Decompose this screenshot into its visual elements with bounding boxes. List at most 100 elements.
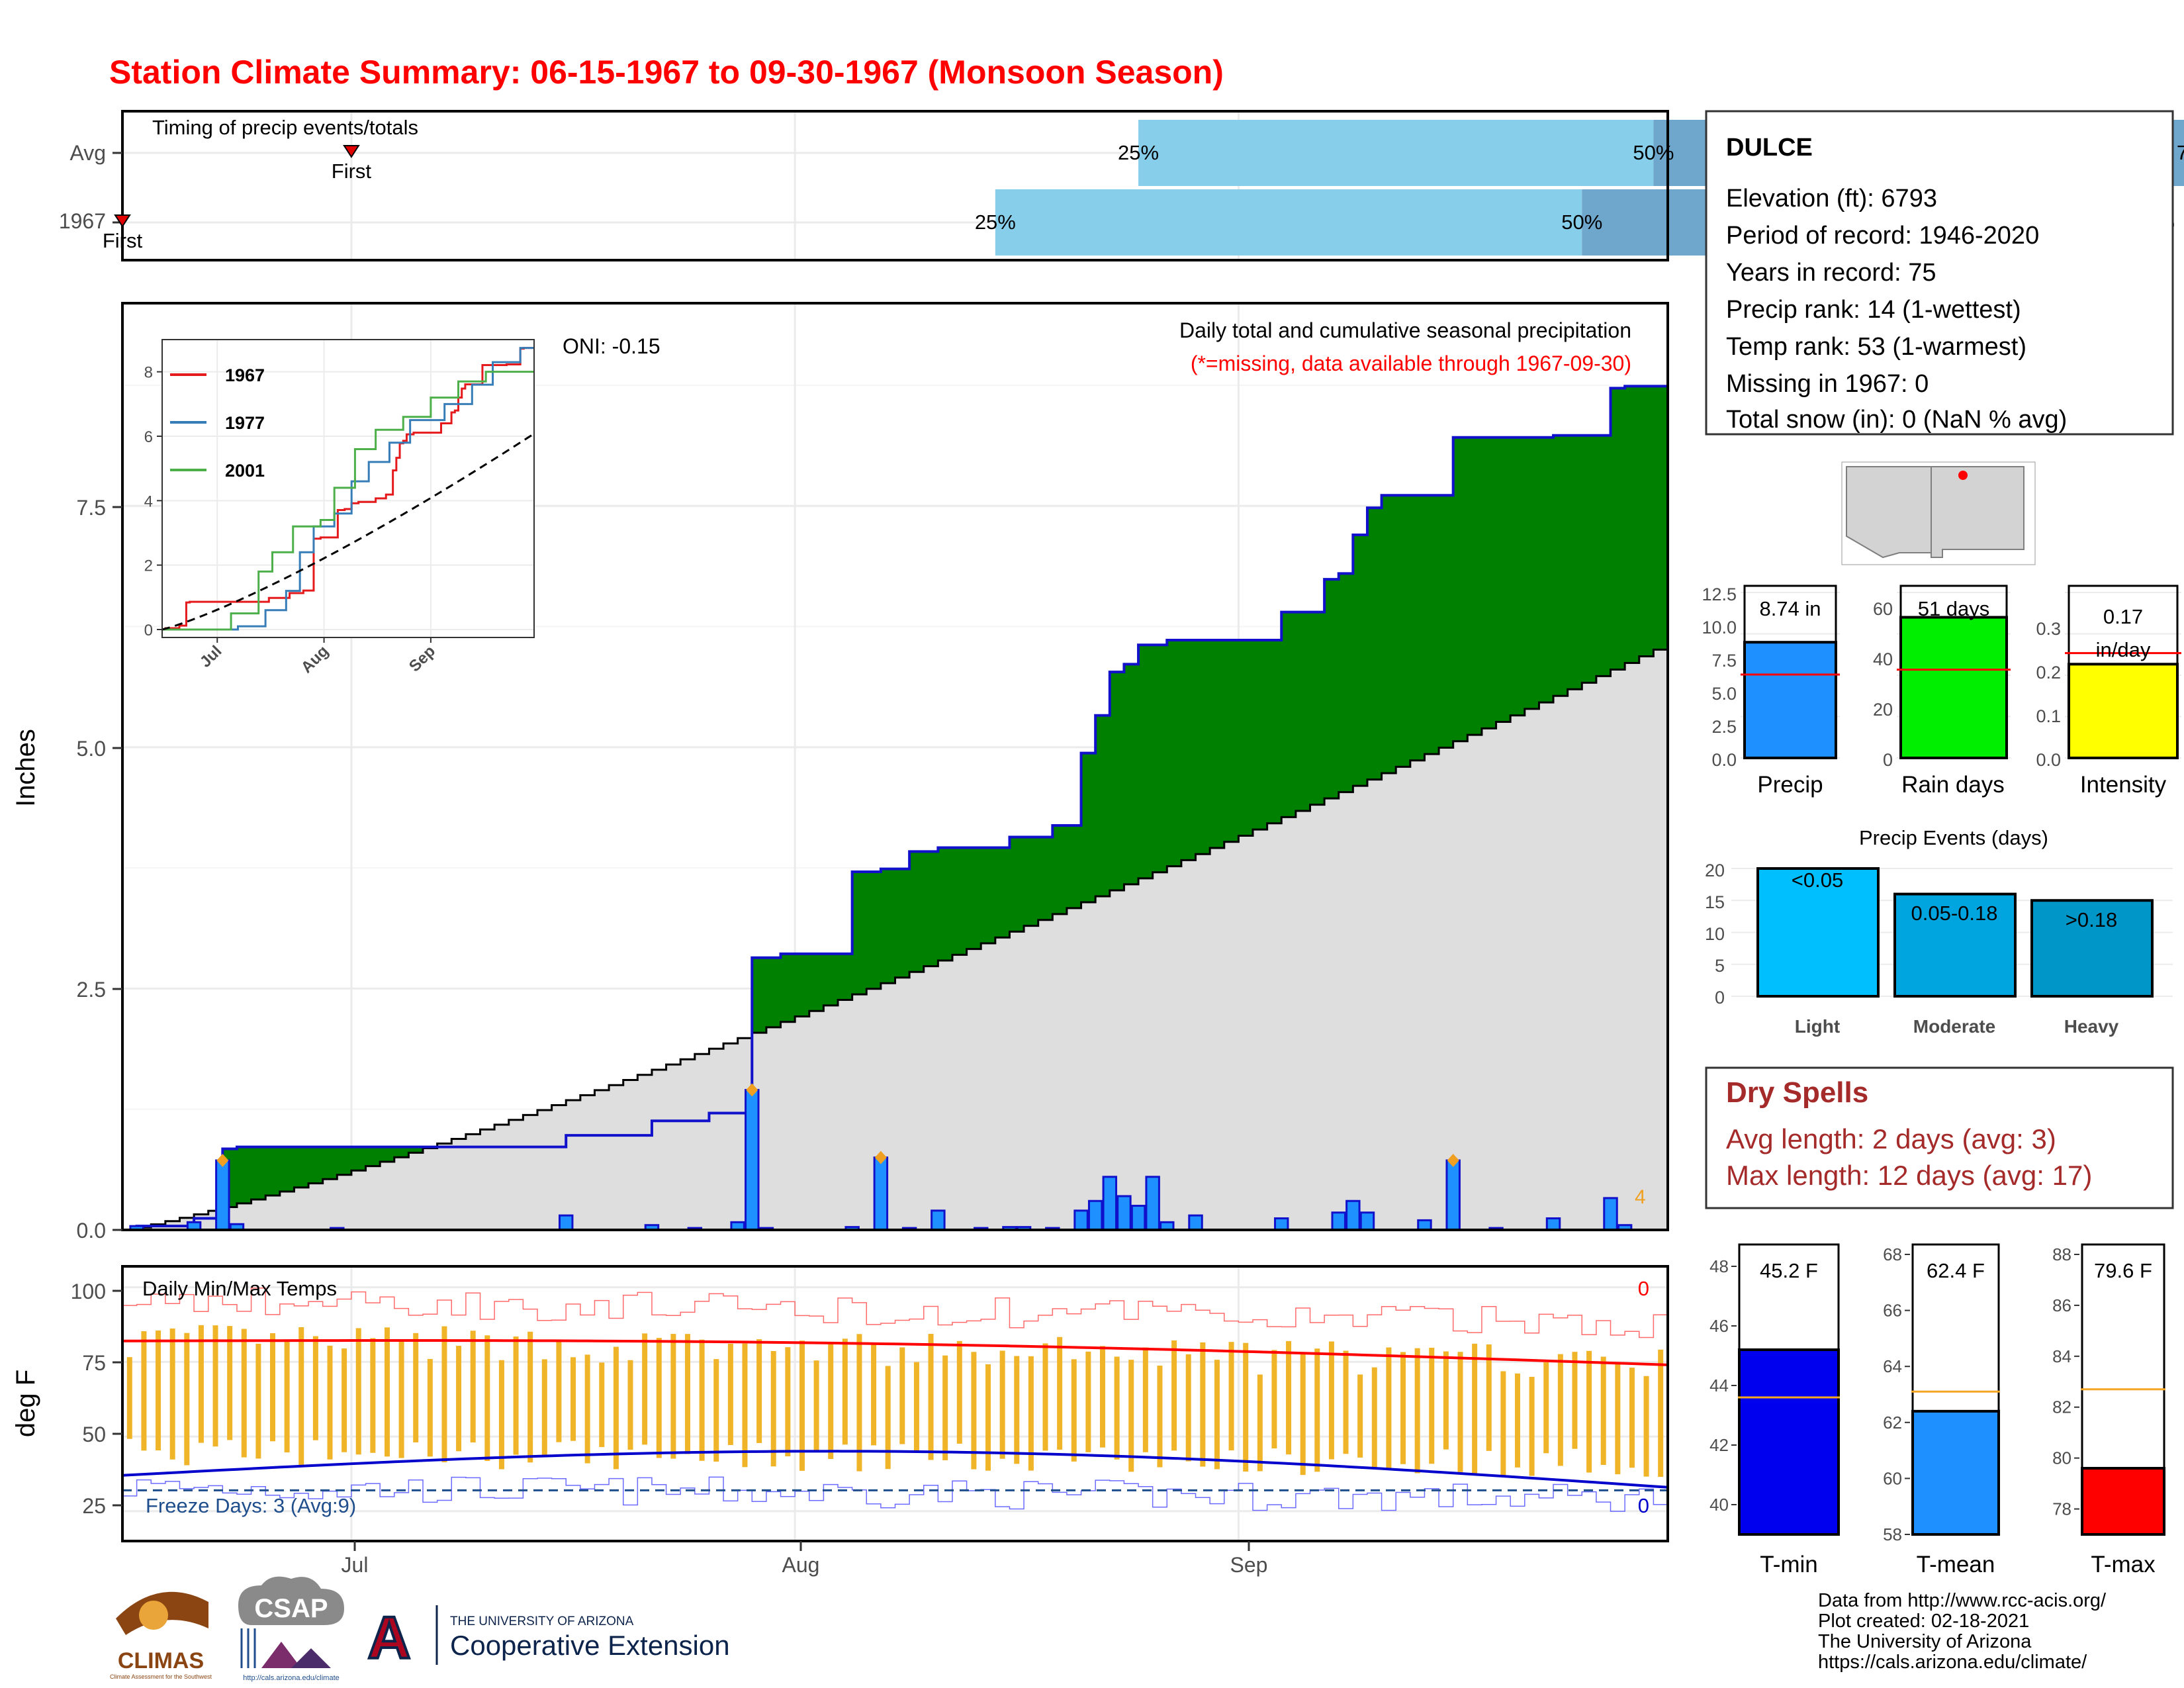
legend-label-1967: 1967 — [225, 365, 265, 385]
daily-precip-bar — [1073, 1209, 1089, 1231]
daily-temp-bar — [1572, 1352, 1578, 1449]
daily-temp-bar — [1629, 1368, 1635, 1468]
daily-temp-bar — [1014, 1356, 1020, 1464]
mini-temp-tick-label: 58 — [1883, 1524, 1902, 1544]
mini-intensity-label: Intensity — [2080, 772, 2167, 798]
mini-tmean-label: T-mean — [1917, 1552, 1995, 1577]
events-bar — [1756, 867, 1880, 998]
daily-temp-bar — [1099, 1346, 1105, 1448]
daily-temp-bar — [284, 1339, 290, 1453]
timing-quartile-label: 25% — [1118, 141, 1159, 164]
timing-quartile-label: 75% — [2177, 141, 2184, 164]
daily-temp-bar — [1615, 1362, 1621, 1475]
timing-label: Timing of precip events/totals — [152, 116, 418, 139]
timing-row-year: 1967 — [59, 209, 106, 233]
csap-url: http://cals.arizona.edu/climate — [243, 1674, 340, 1682]
timing-marker-label: First — [332, 160, 372, 183]
daily-temp-bar — [527, 1331, 533, 1463]
mini-temp-tick-label: 66 — [1883, 1301, 1902, 1321]
timing-marker-label: First — [103, 229, 143, 252]
daily-temp-bar — [456, 1346, 462, 1452]
record-min-line — [122, 1476, 1668, 1512]
station-temp-rank: Temp rank: 53 (1-warmest) — [1726, 333, 2026, 361]
extreme-day-marker — [1447, 1154, 1459, 1167]
daily-temp-bar — [1543, 1362, 1549, 1454]
daily-precip-bars — [129, 1089, 1633, 1231]
inset-series-line — [162, 347, 534, 631]
timing-quartile-label: 25% — [975, 211, 1016, 234]
daily-temp-bar — [1042, 1343, 1048, 1451]
temp-gridlines — [122, 1266, 1668, 1541]
daily-temp-bar — [1457, 1352, 1463, 1472]
temp-y-ticks: 100 75 50 25 — [71, 1280, 122, 1518]
daily-temp-bar — [556, 1340, 562, 1442]
ytick: 0.0 — [1711, 750, 1737, 770]
mini-value-bar — [1743, 641, 1837, 760]
mini-temp-frame — [1738, 1243, 1840, 1536]
daily-temp-bar — [1128, 1360, 1134, 1472]
mini-precip-label: Precip — [1757, 772, 1823, 798]
daily-temp-bar — [785, 1347, 791, 1457]
daily-temp-bar — [312, 1336, 318, 1440]
daily-temp-bar — [156, 1330, 161, 1451]
daily-precip-bar — [745, 1089, 760, 1231]
station-precip-rank: Precip rank: 14 (1-wettest) — [1726, 296, 2021, 324]
mini-tmin-label: T-min — [1760, 1552, 1818, 1577]
events-bar-label: 0.05-0.18 — [1911, 902, 1998, 925]
temp-x-ticks: Jul Aug Sep — [341, 1541, 1267, 1577]
daily-precip-bar — [559, 1214, 574, 1231]
daily-temp-bar — [756, 1339, 762, 1443]
ytick: 0.3 — [2036, 619, 2061, 639]
map-state-arizona — [1846, 466, 1932, 559]
station-years: Years in record: 75 — [1726, 259, 1936, 287]
daily-temp-bar — [1357, 1374, 1363, 1458]
daily-temp-bar — [327, 1345, 333, 1460]
daily-temp-bar — [1429, 1347, 1435, 1464]
mini-temp-bar — [1911, 1409, 2000, 1536]
daily-temp-bar — [1071, 1359, 1077, 1462]
daily-temp-bar — [928, 1334, 934, 1460]
ytick: 10.0 — [1702, 618, 1737, 637]
csap-cloud-icon — [238, 1576, 344, 1625]
daily-precip-bar — [1603, 1197, 1618, 1231]
season-precip-summary — [1741, 576, 2181, 765]
daily-temp-bar — [1443, 1351, 1449, 1450]
climas-sun-icon — [139, 1601, 168, 1630]
daily-temp-bar — [227, 1326, 233, 1440]
daily-temp-bar — [685, 1334, 691, 1454]
daily-temp-bar — [1500, 1371, 1506, 1476]
daily-temp-bar — [1486, 1344, 1492, 1451]
mini-days-value: 51 days — [1918, 597, 1990, 620]
daily-temp-bar — [141, 1331, 147, 1451]
daily-temp-bar — [1400, 1352, 1406, 1464]
daily-temp-bar — [742, 1343, 748, 1468]
daily-temp-bar — [198, 1325, 204, 1443]
daily-temp-bar — [613, 1346, 619, 1470]
inset-legend: 1967 1977 2001 — [170, 365, 265, 481]
ytick: 0.0 — [2036, 750, 2061, 770]
mini-temp-tick-label: 46 — [1709, 1316, 1729, 1336]
legend-label-1977: 1977 — [225, 413, 265, 433]
daily-temp-bar — [427, 1358, 433, 1457]
inset-series — [161, 347, 535, 631]
timing-quartile-bar-lower — [1138, 120, 1654, 186]
station-location-dot — [1958, 471, 1968, 480]
daily-precip-bar — [1545, 1217, 1561, 1231]
mini-temp-frame — [1911, 1243, 2000, 1536]
footer-credits: Data from http://www.rcc-acis.org/ Plot … — [1818, 1590, 2107, 1673]
daily-temp-bar — [584, 1354, 590, 1464]
temp-ytick: 75 — [82, 1351, 106, 1375]
events-bar-label: >0.18 — [2066, 908, 2117, 931]
daily-temp-bar — [298, 1327, 304, 1466]
dry-spells-box: Dry Spells Avg length: 2 days (avg: 3) M… — [1705, 1066, 2174, 1209]
events-labels: <0.05 0.05-0.18 >0.18 Light Moderate Hea… — [1705, 861, 2119, 1037]
daily-temp-bar — [255, 1343, 261, 1459]
precip-ytick: 7.5 — [77, 496, 106, 520]
temperature-panel: Daily Min/Max Temps Freeze Days: 3 (Avg:… — [11, 1265, 1669, 1577]
daily-temp-bar — [355, 1328, 361, 1455]
climas-logo: CLIMAS Climate Assessment for the Southw… — [110, 1585, 212, 1680]
daily-temp-bar — [627, 1360, 633, 1450]
mini-bar-frame — [1899, 585, 2008, 759]
temp-panel-frame — [121, 1265, 1669, 1542]
mini-days-label: Rain days — [1901, 772, 2005, 798]
